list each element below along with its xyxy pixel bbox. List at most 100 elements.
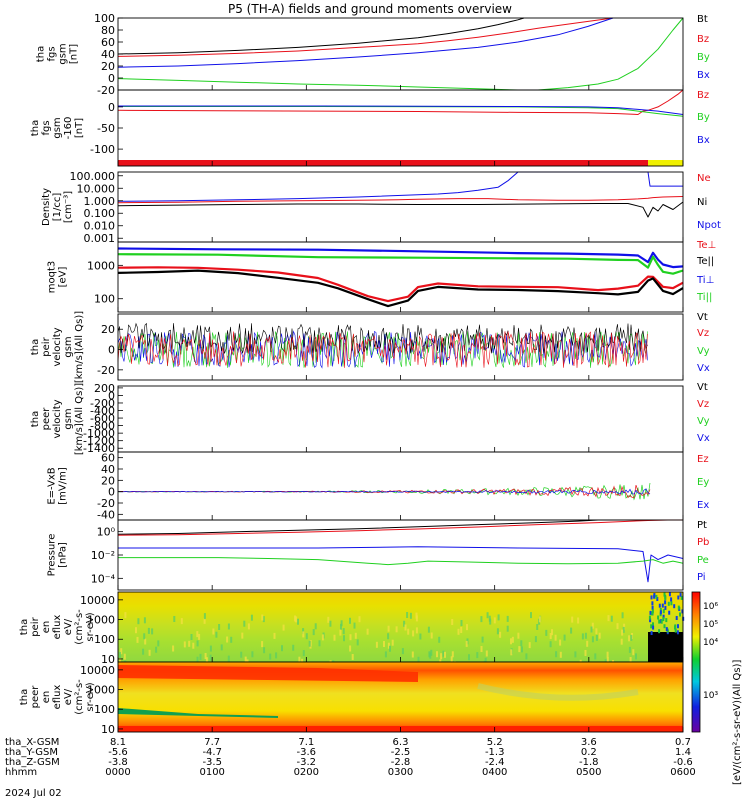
y-axis-label: [nPa]: [58, 542, 69, 568]
legend-entry: Te||: [696, 256, 714, 267]
series-red-line: [117, 89, 684, 115]
spectrogram-speckle: [506, 615, 509, 622]
spectrogram-speckle: [196, 656, 199, 663]
spectrogram-speckle: [635, 653, 637, 660]
y-axis-label: sr-eV): [85, 612, 96, 641]
panel-8: 10⁰ 10⁻² 10⁻⁴ Pressure [nPa] Pt Pb Pe Pi: [47, 519, 709, 591]
x-axis-value: 7.7: [204, 737, 220, 748]
spectrogram-speckle: [135, 627, 137, 634]
spectrogram-speckle: [251, 651, 254, 658]
y-tick-label: -100: [90, 143, 115, 156]
legend-entry: Pe: [697, 555, 709, 566]
spectrogram-speckle: [486, 612, 489, 619]
y-axis-label: peir: [41, 336, 52, 356]
x-axis-value: 3.6: [581, 737, 597, 748]
spectrogram-speckle: [409, 612, 412, 619]
spectrogram-speckle: [302, 631, 305, 638]
spectrogram-speckle: [662, 614, 665, 619]
colorbar-title: [eV/(cm²-s-sr-eV)(All Qs)]: [732, 660, 743, 785]
spectrogram-speckle: [196, 640, 199, 647]
series-blue-line: [117, 17, 614, 68]
spectrogram-speckle: [192, 642, 195, 649]
legend-entry: Bt: [697, 14, 708, 25]
spectrogram-speckle: [212, 628, 215, 635]
spectrogram-speckle: [606, 651, 609, 658]
spectrogram-speckle: [656, 597, 659, 601]
spectrogram-speckle: [297, 618, 299, 625]
spectrogram-speckle: [489, 618, 492, 625]
spectrogram-speckle: [677, 624, 679, 629]
legend-entry: Ey: [697, 477, 709, 488]
spectrogram-speckle: [521, 646, 523, 653]
y-axis-label: [nT]: [74, 118, 85, 138]
spectrogram-speckle: [406, 612, 409, 618]
spectrogram-speckle: [664, 605, 667, 610]
y-axis-label: tha: [30, 339, 41, 355]
spectrogram-speckle: [563, 634, 566, 641]
x-axis-value: 0.2: [581, 747, 597, 758]
spectrogram-speckle: [591, 622, 594, 629]
y-tick-label: 0.100: [84, 207, 116, 220]
spectrogram-speckle: [451, 651, 454, 658]
panel-9: 10000 1000 100 10 tha peir en eflux eV/(cm²-s-sr…: [19, 591, 685, 668]
y-axis-label: Density: [41, 188, 52, 226]
spectrogram-speckle: [668, 610, 671, 615]
y-tick-label: -1400: [83, 442, 115, 455]
y-axis-label: E=-VxB: [47, 467, 58, 504]
spectrogram-speckle: [349, 634, 352, 641]
spectrogram-speckle: [429, 652, 432, 659]
spectrogram-speckle: [183, 641, 186, 648]
spectrogram-speckle: [525, 653, 528, 660]
spectrogram-speckle: [510, 638, 512, 645]
y-tick-label: 100: [94, 703, 115, 716]
spectrogram-speckle: [659, 610, 662, 615]
spectrogram-speckle: [120, 648, 123, 655]
y-tick-label: -20: [97, 497, 115, 510]
spectrogram-speckle: [144, 638, 147, 645]
legend-entry: Vt: [697, 312, 708, 323]
spectrogram-speckle: [590, 626, 593, 633]
spectrogram-speckle: [412, 630, 415, 637]
x-axis-value: -3.2: [297, 757, 317, 768]
spectrogram-speckle: [651, 601, 654, 606]
spectrogram-speckle: [136, 636, 139, 643]
legend-entry: Vt: [697, 382, 708, 393]
spectrogram-speckle: [230, 636, 233, 643]
spectrogram-speckle: [651, 605, 654, 610]
spectrogram-speckle: [261, 614, 264, 621]
spectrogram-speckle: [240, 651, 243, 658]
spectrogram-speckle: [670, 601, 673, 606]
x-axis-value: 8.1: [110, 737, 126, 748]
panel-frame: [117, 241, 684, 313]
spectrogram-speckle: [549, 633, 552, 639]
spectrogram-speckle: [339, 629, 342, 636]
spectrogram-speckle: [667, 601, 670, 606]
spectrogram-speckle: [536, 624, 539, 630]
spectrogram-speckle: [649, 618, 652, 623]
spectrogram-speckle: [403, 620, 406, 627]
x-axis-value: 0100: [199, 767, 224, 778]
spectrogram-speckle: [340, 623, 342, 630]
x-axis-value: -4.7: [202, 747, 222, 758]
y-tick-label: 40: [101, 48, 115, 61]
y-tick-label: -20: [97, 84, 115, 97]
spectrogram-speckle: [621, 629, 624, 636]
y-tick-label: 10.000: [77, 182, 116, 195]
spectrogram-speckle: [354, 632, 357, 639]
spectrogram-gap: [648, 632, 683, 662]
x-axis-value: 0500: [576, 767, 601, 778]
y-tick-label: 100: [94, 633, 115, 646]
spectrogram-speckle: [628, 646, 631, 653]
y-tick-label: 20: [101, 323, 115, 336]
y-axis-label: velocity: [52, 327, 63, 366]
y-tick-label: 1000: [87, 614, 115, 627]
spectrogram-speckle: [275, 652, 278, 659]
spectrogram-speckle: [538, 616, 541, 623]
spectrogram-speckle: [204, 653, 207, 659]
y-tick-label: 0: [108, 486, 115, 499]
y-tick-label: 0: [108, 72, 115, 85]
y-axis-label: en: [41, 691, 52, 704]
y-axis-label: moqt3: [47, 261, 58, 294]
spectrogram-speckle: [659, 608, 662, 612]
